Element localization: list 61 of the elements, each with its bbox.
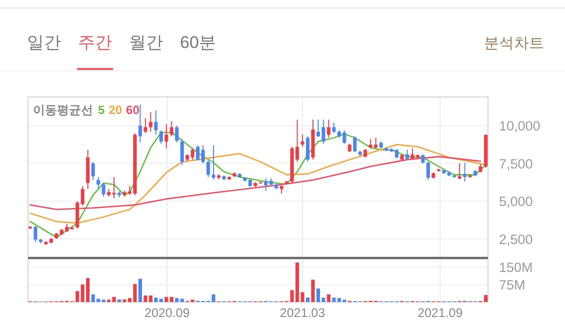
candlestick xyxy=(300,134,304,148)
y-tick-label: 5,000 xyxy=(499,194,533,210)
x-tick-label: 2021.03 xyxy=(280,306,326,320)
x-tick-label: 2021.09 xyxy=(418,306,463,320)
candlestick xyxy=(458,162,462,180)
bar xyxy=(138,278,142,302)
candlestick xyxy=(332,122,336,134)
bar xyxy=(306,298,310,302)
candlestick xyxy=(91,161,95,181)
candlestick xyxy=(164,124,168,149)
candlestick xyxy=(421,154,425,164)
y-tick-label: 7,500 xyxy=(499,156,533,172)
candlestick xyxy=(405,149,410,160)
category-label: 일간 xyxy=(27,33,61,52)
candlestick xyxy=(306,136,310,162)
legend-title: 이동평균선 xyxy=(33,103,93,117)
category-label: 60분 xyxy=(180,33,216,52)
candlestick xyxy=(175,125,179,143)
candlestick xyxy=(212,144,216,180)
bar xyxy=(170,296,174,302)
x-tick-label: 2020.09 xyxy=(144,306,190,320)
candlestick xyxy=(159,130,163,144)
candlestick xyxy=(206,160,210,178)
bar xyxy=(332,298,336,302)
y-tick-label: 75M xyxy=(499,278,526,293)
bar xyxy=(154,298,158,302)
bar xyxy=(180,298,184,302)
candlestick xyxy=(154,110,158,136)
bar xyxy=(326,294,330,302)
text: 5 xyxy=(98,103,105,117)
candlestick xyxy=(353,136,357,153)
candlestick xyxy=(144,118,148,134)
bar xyxy=(148,295,152,302)
line-series xyxy=(30,156,482,210)
text: 분석차트 xyxy=(484,35,544,52)
candlestick xyxy=(180,138,184,166)
candlestick xyxy=(463,162,467,182)
text: 20 xyxy=(108,103,122,117)
bar xyxy=(164,296,168,302)
category-label: 주간 xyxy=(78,33,112,52)
bar xyxy=(175,298,179,302)
bar xyxy=(117,299,122,302)
candlestick xyxy=(34,226,38,242)
candlestick xyxy=(96,176,100,190)
candlestick xyxy=(426,161,430,181)
candlestick xyxy=(326,119,330,138)
text: 60 xyxy=(126,103,140,117)
candlestick xyxy=(190,148,194,160)
candlestick xyxy=(102,182,106,198)
candlestick xyxy=(264,178,268,192)
candlestick xyxy=(148,112,152,132)
bar xyxy=(144,295,148,302)
candlestick xyxy=(138,104,142,143)
category-label: 월간 xyxy=(129,33,163,52)
y-tick-label: 10,000 xyxy=(499,118,540,134)
bar xyxy=(159,298,163,302)
bar xyxy=(311,280,315,302)
candlestick xyxy=(170,120,174,137)
candlestick xyxy=(80,186,84,206)
y-tick-label: 2,500 xyxy=(499,232,533,247)
y-tick-label: 150M xyxy=(499,260,533,276)
